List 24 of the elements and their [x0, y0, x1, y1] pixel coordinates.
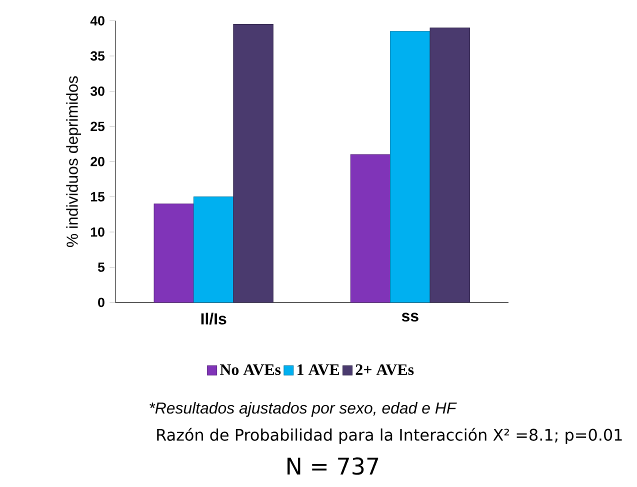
legend-label: 2+ AVEs [356, 364, 414, 376]
x-tick-label: Il/Is [201, 312, 226, 325]
y-tick-label: 35 [90, 51, 105, 61]
y-tick-label: 15 [90, 192, 105, 202]
bar [430, 28, 470, 303]
y-tick-label: 0 [98, 298, 104, 308]
text: N = 737 [288, 457, 378, 475]
y-tick-label: 30 [90, 86, 104, 96]
bar [154, 204, 194, 303]
bar [350, 154, 391, 303]
bar [193, 196, 234, 303]
y-tick-label: 20 [90, 156, 104, 166]
y-axis-title: % individuos deprimidos [66, 76, 82, 248]
y-tick-label: 5 [98, 262, 105, 272]
bar [390, 31, 430, 303]
y-tick-label: 25 [90, 122, 105, 132]
legend-label: 1 AVE [298, 364, 340, 376]
text: Razón de Probabilidad para la Interacción X² =8.1; p=0.01 [157, 428, 622, 444]
bar [233, 24, 274, 303]
legend-label: No AVEs [220, 364, 281, 376]
y-tick-label: 10 [90, 227, 104, 237]
y-tick-label: 40 [90, 16, 104, 26]
x-tick-label: ss [402, 312, 418, 322]
text: *Resultados ajustados por sexo, edad e HF [150, 402, 457, 417]
